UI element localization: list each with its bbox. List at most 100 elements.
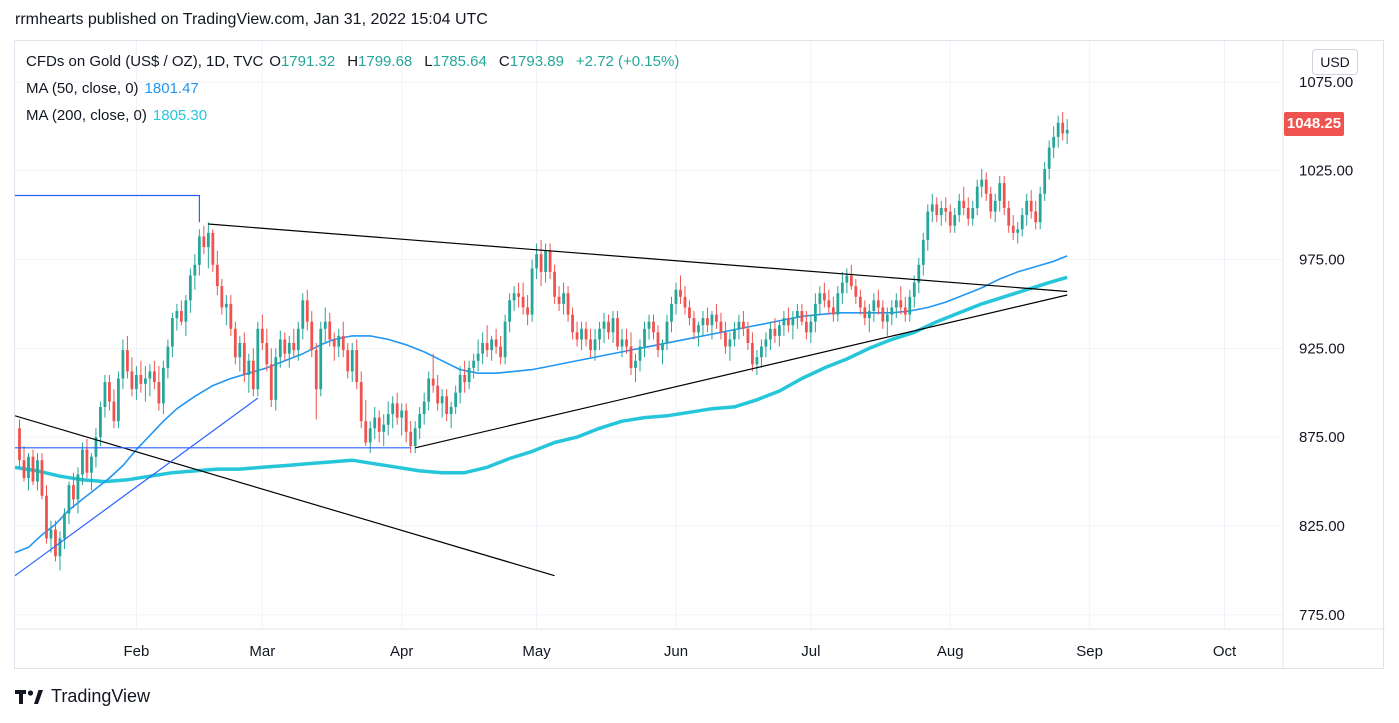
drawing-line: [15, 194, 200, 223]
candle: [903, 296, 907, 322]
candle: [490, 335, 494, 361]
candle-body: [786, 318, 790, 326]
candle-body: [503, 321, 507, 358]
candle: [1061, 112, 1065, 141]
candle: [31, 449, 35, 486]
candle: [899, 286, 903, 315]
candle-body: [971, 207, 975, 219]
currency-button[interactable]: USD: [1312, 49, 1358, 75]
candle: [485, 325, 489, 358]
candle: [161, 360, 165, 415]
candle: [90, 453, 93, 491]
x-tick-label: Jul: [801, 643, 820, 660]
candle-body: [926, 211, 930, 240]
candle-body: [876, 300, 880, 308]
candle: [746, 321, 750, 351]
candle: [791, 311, 795, 340]
candle: [710, 311, 714, 340]
candle: [274, 348, 278, 411]
candle: [998, 176, 1002, 212]
candle-body: [175, 311, 179, 319]
candle-body: [1016, 229, 1020, 233]
candle-body: [724, 332, 727, 347]
candle: [18, 419, 21, 468]
candle: [449, 401, 453, 429]
candle-body: [485, 342, 489, 351]
candle: [530, 259, 534, 322]
candle-body: [287, 342, 291, 354]
candle-body: [764, 339, 768, 347]
candle-body: [800, 311, 804, 322]
candle-body: [827, 300, 831, 308]
candle-body: [305, 300, 309, 322]
candle: [359, 371, 363, 429]
candle: [1034, 200, 1038, 230]
candle-body: [377, 417, 381, 432]
candle-body: [454, 392, 458, 407]
candle-body: [350, 350, 354, 372]
symbol-legend: CFDs on Gold (US$ / OZ), 1D, TVC O1791.32…: [26, 53, 685, 70]
candle: [724, 321, 727, 354]
candle: [103, 374, 107, 418]
candle-body: [535, 254, 538, 269]
candle: [341, 321, 345, 358]
candle-body: [629, 346, 633, 368]
candle: [193, 254, 197, 290]
candle-body: [99, 406, 102, 438]
candle-body: [953, 215, 957, 226]
candle-body: [975, 186, 979, 208]
candle-body: [135, 374, 138, 390]
tradingview-logo[interactable]: TradingView: [15, 686, 150, 707]
candle-body: [778, 325, 781, 336]
candle: [625, 328, 628, 354]
candle: [364, 399, 368, 447]
candle-body: [733, 328, 736, 340]
candle-body: [512, 293, 516, 301]
candle: [634, 353, 637, 383]
candle-body: [346, 350, 350, 372]
candle: [72, 472, 75, 509]
y-tick-label: 775.00: [1299, 607, 1345, 624]
candle: [494, 328, 498, 354]
candle-body: [499, 346, 503, 358]
candle: [503, 314, 507, 365]
ma50-legend[interactable]: MA (50, close, 0) 1801.47: [26, 80, 205, 97]
candle-body: [885, 314, 889, 322]
candle: [296, 321, 300, 361]
candle: [395, 392, 399, 425]
candle-body: [840, 282, 844, 294]
candle: [562, 282, 565, 315]
last-price-label: 1048.25: [1284, 112, 1344, 136]
candle-body: [206, 232, 210, 248]
candle: [553, 264, 556, 304]
candle: [984, 172, 988, 201]
price-chart[interactable]: 775.00 825.00 875.00 925.00 975.00 1025.00 107…: [15, 41, 1385, 670]
candle: [647, 314, 651, 340]
candle-body: [742, 321, 745, 329]
ma50-value: 1801.47: [144, 80, 199, 97]
candle-body: [413, 428, 417, 447]
candle: [822, 282, 826, 308]
candle-body: [548, 250, 552, 272]
candle: [571, 307, 574, 340]
candle-body: [602, 321, 606, 329]
candle-body: [867, 311, 871, 319]
candle: [265, 328, 269, 372]
candle-body: [661, 342, 664, 351]
candle: [251, 348, 255, 397]
candle: [427, 371, 431, 411]
candle: [314, 342, 318, 420]
candle: [926, 204, 930, 251]
ma200-legend[interactable]: MA (200, close, 0) 1805.30: [26, 107, 213, 124]
candle: [400, 403, 404, 436]
candle-body: [31, 456, 35, 482]
candle: [135, 366, 138, 400]
candle-body: [166, 346, 170, 368]
candle: [598, 321, 601, 351]
candle: [81, 442, 84, 486]
candle: [144, 366, 147, 402]
candle: [885, 307, 889, 336]
candle-body: [948, 211, 952, 226]
chart-frame[interactable]: 775.00 825.00 875.00 925.00 975.00 1025.00 107…: [14, 40, 1385, 670]
ohlc-low: L1785.64: [424, 53, 487, 70]
